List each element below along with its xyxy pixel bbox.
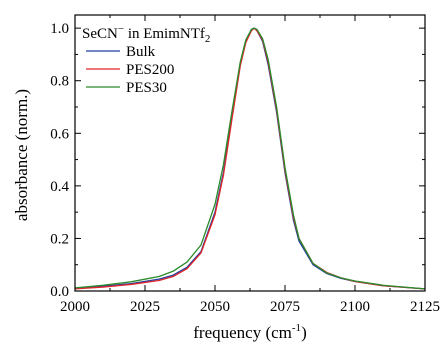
legend-item-bulk: Bulk — [86, 44, 156, 60]
x-tick-label: 2000 — [60, 299, 90, 315]
annotation-text: SeCN− in EmimNTf2 — [82, 23, 210, 45]
y-tick-label: 0.8 — [50, 74, 69, 90]
series-line-pes30 — [75, 27, 425, 290]
legend-item-pes200: PES200 — [86, 62, 174, 78]
y-tick-label: 0.4 — [50, 179, 69, 195]
legend-label: Bulk — [126, 44, 156, 60]
legend-label: PES200 — [126, 62, 174, 78]
legend-label: PES30 — [126, 80, 167, 96]
x-axis-title: frequency (cm-1) — [193, 322, 306, 342]
x-tick-label: 2025 — [130, 299, 160, 315]
y-tick-label: 0.2 — [50, 231, 69, 247]
y-axis-title: absorbance (norm.) — [12, 89, 31, 221]
y-tick-label: 0.0 — [50, 284, 69, 300]
sample-annotation: SeCN− in EmimNTf2 — [82, 23, 210, 45]
annotation-prefix: SeCN — [82, 26, 118, 42]
x-tick-label: 2075 — [270, 299, 300, 315]
annotation-superscript: − — [118, 23, 124, 35]
x-tick-label: 2100 — [340, 299, 370, 315]
x-axis-title-main: frequency (cm — [193, 323, 292, 342]
x-tick-label: 2050 — [200, 299, 230, 315]
legend-item-pes30: PES30 — [86, 80, 167, 96]
legend: Bulk PES200 PES30 — [86, 44, 174, 96]
y-tick-label: 0.6 — [50, 126, 69, 142]
x-axis-title-close: ) — [301, 323, 307, 342]
x-tick-label: 2125 — [410, 299, 440, 315]
annotation-subscript: 2 — [205, 33, 211, 45]
x-axis-title-superscript: -1 — [292, 322, 301, 334]
axis-ticks: 2000 2025 2050 2075 2100 2125 0.0 0.2 0.4 0.6 0.8 1… — [50, 15, 440, 315]
y-tick-label: 1.0 — [50, 21, 69, 37]
plot-area — [75, 27, 425, 290]
annotation-middle: in EmimNTf — [124, 26, 205, 42]
